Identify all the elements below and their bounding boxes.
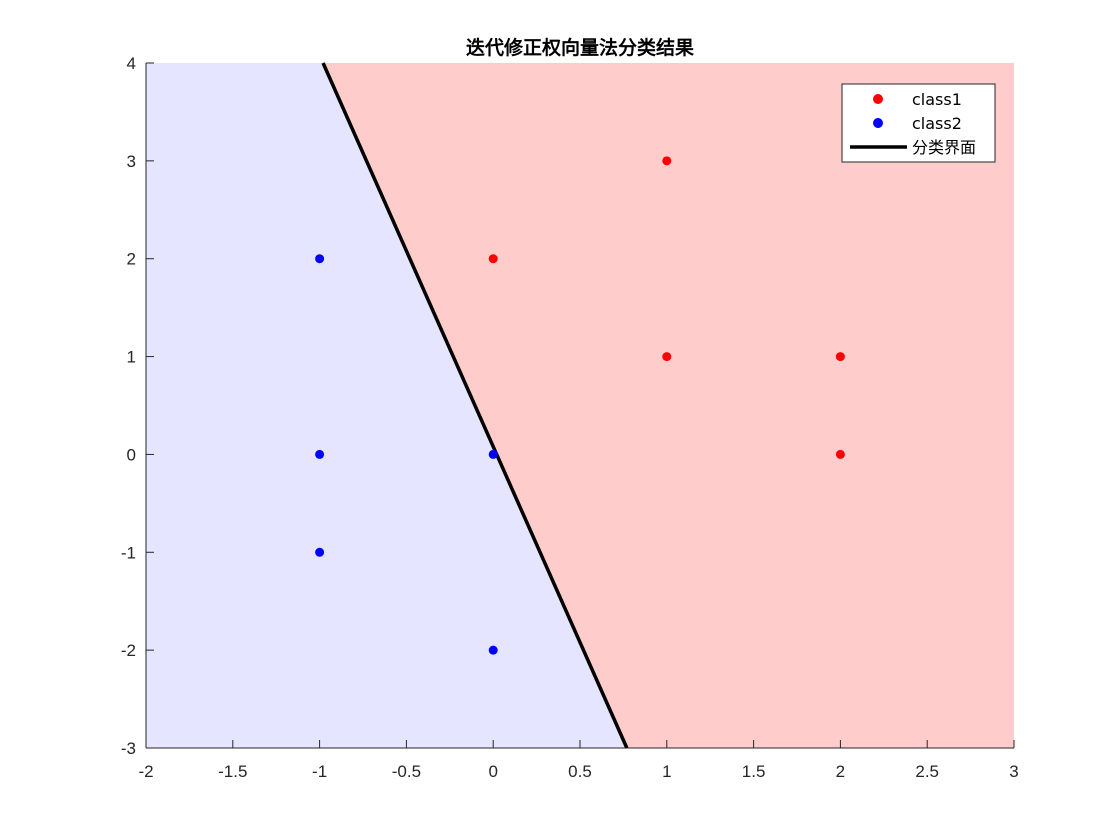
legend-marker-class2: [873, 118, 883, 128]
x-tick-label: -0.5: [392, 762, 421, 781]
legend-label: 分类界面: [912, 138, 976, 157]
x-tick-label: 1.5: [742, 762, 766, 781]
class2-region: [146, 63, 627, 748]
y-tick-label: 0: [127, 445, 136, 464]
y-tick-label: -3: [121, 739, 136, 758]
x-tick-label: 2.5: [915, 762, 939, 781]
legend-label: class2: [912, 114, 962, 133]
y-tick-label: 4: [127, 54, 136, 73]
y-tick-label: 1: [127, 348, 136, 367]
legend: class1 class2 分类界面: [841, 83, 996, 163]
axes: [145, 62, 1015, 749]
x-tick-label: 0: [488, 762, 497, 781]
class2-point: [315, 449, 325, 459]
class1-point: [662, 352, 672, 362]
chart-title: 迭代修正权向量法分类结果: [466, 36, 694, 59]
x-tick-label: 3: [1009, 762, 1018, 781]
class1-point: [488, 254, 498, 264]
y-tick-label: -1: [121, 543, 136, 562]
class2-point: [315, 547, 325, 557]
y-tick-label: -2: [121, 641, 136, 660]
y-tick-label: 3: [127, 152, 136, 171]
x-tick-label: -1.5: [218, 762, 247, 781]
class1-point: [662, 156, 672, 166]
class1-point: [835, 449, 845, 459]
class2-point: [315, 254, 325, 264]
y-tick-label: 2: [127, 250, 136, 269]
class2-point: [488, 645, 498, 655]
legend-marker-class1: [873, 94, 883, 104]
decision-regions: [146, 63, 1014, 748]
decision-boundary: [321, 62, 629, 749]
boundary-line: [321, 62, 629, 749]
x-tick-label: 0.5: [568, 762, 592, 781]
class1-point: [835, 352, 845, 362]
x-tick-label: -2: [138, 762, 153, 781]
x-tick-label: -1: [312, 762, 327, 781]
x-tick-label: 2: [836, 762, 845, 781]
legend-box: [841, 83, 996, 163]
class2-point: [488, 449, 498, 459]
legend-label: class1: [912, 90, 962, 109]
data-points: [315, 156, 845, 655]
x-tick-label: 1: [662, 762, 671, 781]
class1-region: [323, 63, 1014, 748]
